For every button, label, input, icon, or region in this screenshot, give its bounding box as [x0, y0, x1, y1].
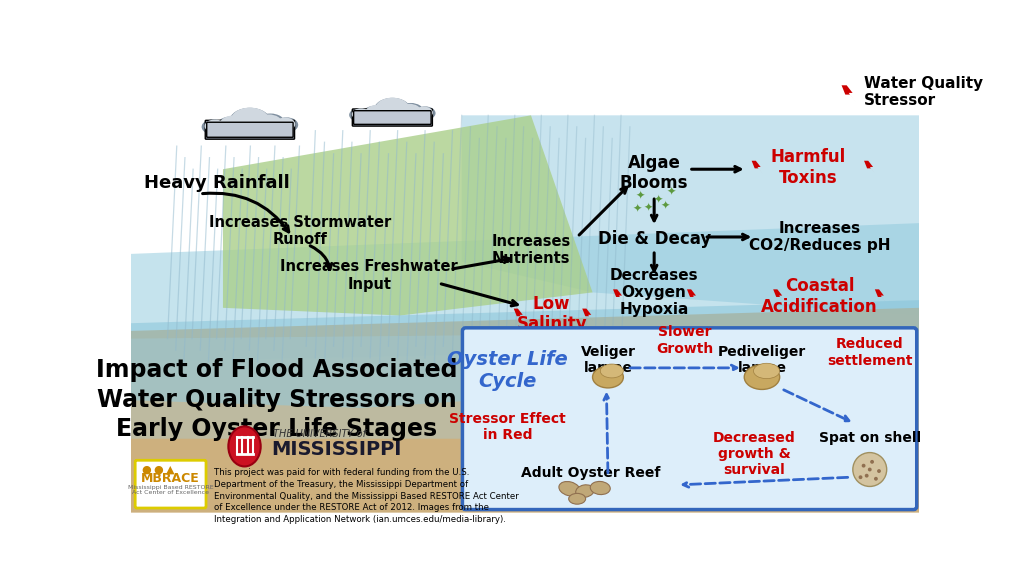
Ellipse shape [352, 108, 370, 120]
Text: Algae
Blooms: Algae Blooms [620, 154, 688, 192]
Circle shape [853, 453, 887, 487]
Ellipse shape [397, 103, 424, 120]
Ellipse shape [202, 119, 225, 134]
Ellipse shape [219, 115, 249, 134]
Polygon shape [131, 69, 920, 223]
Ellipse shape [568, 494, 586, 504]
Text: ●: ● [154, 464, 163, 475]
Text: Spat on shell: Spat on shell [819, 431, 921, 445]
Text: ✦: ✦ [636, 191, 645, 201]
Ellipse shape [274, 118, 298, 132]
Ellipse shape [374, 98, 411, 122]
Text: ●: ● [141, 464, 151, 475]
Polygon shape [223, 115, 593, 316]
Polygon shape [613, 289, 625, 303]
Text: This project was paid for with federal funding from the U.S.
Department of the T: This project was paid for with federal f… [214, 468, 518, 524]
Text: ✦: ✦ [633, 204, 642, 214]
Polygon shape [864, 161, 876, 175]
Text: Increases
CO2/Reduces pH: Increases CO2/Reduces pH [749, 221, 891, 253]
Circle shape [870, 460, 874, 464]
Text: Water Quality
Stressor: Water Quality Stressor [863, 76, 983, 108]
Polygon shape [462, 115, 920, 316]
Polygon shape [131, 300, 920, 408]
Text: ✦: ✦ [667, 187, 676, 198]
Ellipse shape [229, 108, 270, 134]
FancyBboxPatch shape [353, 111, 431, 124]
Circle shape [861, 464, 865, 468]
Text: Coastal
Acidification: Coastal Acidification [762, 277, 878, 316]
FancyBboxPatch shape [135, 460, 206, 508]
Text: ▲: ▲ [166, 464, 175, 475]
Ellipse shape [361, 105, 390, 124]
Ellipse shape [600, 364, 624, 378]
Text: Heavy Rainfall: Heavy Rainfall [144, 174, 290, 192]
Text: Oyster Life
Cycle: Oyster Life Cycle [447, 350, 568, 391]
Ellipse shape [256, 115, 282, 131]
Text: Low
Salinity: Low Salinity [516, 294, 587, 334]
Polygon shape [773, 289, 785, 303]
Text: MISSISSIPPI: MISSISSIPPI [271, 440, 401, 459]
Ellipse shape [274, 118, 295, 131]
Ellipse shape [215, 116, 248, 137]
Text: Increases
Nutrients: Increases Nutrients [492, 234, 570, 266]
Text: Impact of Flood Associated
Water Quality Stressors on
Early Oyster Life Stages: Impact of Flood Associated Water Quality… [96, 358, 458, 441]
Text: Mississippi Based RESTORE: Mississippi Based RESTORE [128, 485, 213, 490]
Polygon shape [514, 309, 525, 323]
Ellipse shape [415, 107, 435, 120]
Text: ✦: ✦ [643, 203, 652, 213]
FancyBboxPatch shape [352, 109, 432, 126]
Text: Reduced
settlement: Reduced settlement [827, 338, 912, 367]
Ellipse shape [205, 119, 225, 132]
Text: Pediveliger
larvae: Pediveliger larvae [718, 345, 806, 375]
Text: Veliger
larvae: Veliger larvae [581, 345, 636, 375]
Text: THE UNIVERSITY of: THE UNIVERSITY of [273, 429, 366, 439]
Text: Harmful
Toxins: Harmful Toxins [770, 148, 846, 187]
Text: ✦: ✦ [662, 201, 671, 211]
Ellipse shape [415, 107, 433, 119]
Polygon shape [131, 331, 920, 439]
FancyBboxPatch shape [207, 122, 293, 137]
Circle shape [864, 473, 868, 478]
Text: Stressor Effect
in Red: Stressor Effect in Red [450, 412, 566, 442]
Polygon shape [752, 161, 764, 175]
Ellipse shape [559, 482, 580, 496]
Text: MBRACE: MBRACE [141, 472, 200, 485]
Text: Adult Oyster Reef: Adult Oyster Reef [521, 465, 660, 480]
Ellipse shape [593, 366, 624, 388]
Ellipse shape [228, 426, 261, 467]
Ellipse shape [397, 104, 421, 119]
Text: Die & Decay: Die & Decay [598, 229, 711, 248]
FancyBboxPatch shape [463, 328, 916, 510]
Text: Decreases
Oxygen
Hypoxia: Decreases Oxygen Hypoxia [610, 267, 698, 317]
Circle shape [874, 477, 878, 481]
Polygon shape [687, 289, 698, 303]
Ellipse shape [256, 113, 285, 132]
Polygon shape [842, 85, 856, 102]
Ellipse shape [575, 485, 594, 497]
FancyBboxPatch shape [205, 120, 295, 139]
Ellipse shape [744, 365, 779, 389]
Ellipse shape [365, 105, 391, 122]
Polygon shape [131, 223, 920, 362]
Circle shape [858, 475, 862, 479]
Text: Act Center of Excellence: Act Center of Excellence [132, 490, 209, 495]
Polygon shape [583, 309, 594, 323]
Polygon shape [131, 308, 920, 513]
Text: Decreased
growth &
survival: Decreased growth & survival [713, 431, 796, 478]
Ellipse shape [376, 98, 410, 120]
Ellipse shape [230, 108, 269, 132]
Ellipse shape [590, 482, 610, 495]
Text: Slower
Growth: Slower Growth [656, 325, 714, 355]
Ellipse shape [349, 108, 370, 122]
Text: ✦: ✦ [653, 195, 663, 205]
Circle shape [867, 468, 871, 471]
Polygon shape [874, 289, 887, 303]
Ellipse shape [754, 363, 779, 378]
Text: Increases Stormwater
Runoff: Increases Stormwater Runoff [209, 215, 391, 247]
Circle shape [878, 469, 881, 473]
Text: Increases Freshwater
Input: Increases Freshwater Input [281, 259, 458, 291]
